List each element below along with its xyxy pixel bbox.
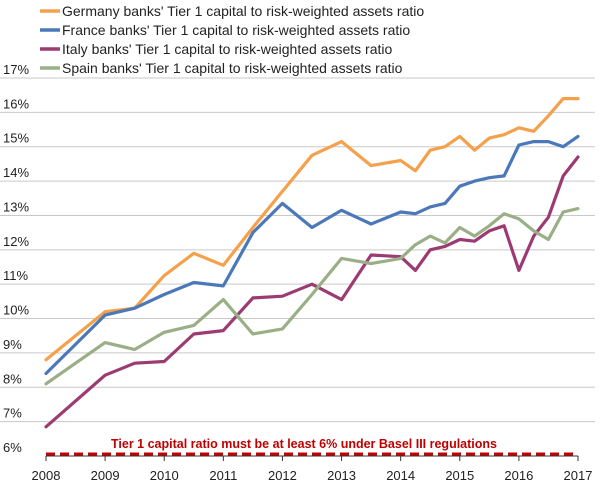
legend-label-2: Italy banks' Tier 1 capital to risk-weig… (62, 41, 392, 57)
y-axis-labels: 6% 7% 8% 9% 10% 11% 12% 13% 14% 15% 16% 17% (3, 62, 29, 455)
threshold-group: Tier 1 capital ratio must be at least 6%… (46, 437, 578, 456)
x-tick-label: 2017 (564, 468, 593, 483)
x-axis: 2008 2009 2010 2011 2012 2013 2014 2015 2016 2017 (32, 455, 593, 483)
y-tick-label: 14% (3, 165, 29, 180)
y-tick-label: 6% (3, 440, 22, 455)
y-tick-label: 12% (3, 234, 29, 249)
x-tick-label: 2012 (268, 468, 297, 483)
threshold-label: Tier 1 capital ratio must be at least 6%… (111, 437, 497, 451)
series-line-3 (44, 207, 580, 386)
x-tick-label: 2008 (32, 468, 61, 483)
x-tick-label: 2013 (327, 468, 356, 483)
y-tick-label: 13% (3, 199, 29, 214)
x-tick-label: 2016 (504, 468, 533, 483)
y-tick-label: 11% (3, 268, 28, 283)
legend-label-3: Spain banks' Tier 1 capital to risk-weig… (62, 60, 403, 76)
x-tick-label: 2011 (209, 468, 237, 483)
gridlines (0, 77, 595, 423)
x-tick-label: 2009 (91, 468, 120, 483)
y-tick-label: 7% (3, 406, 22, 421)
y-tick-label: 9% (3, 337, 22, 352)
legend-label-0: Germany banks' Tier 1 capital to risk-we… (62, 3, 424, 19)
y-tick-label: 17% (3, 62, 29, 77)
series-line-1 (44, 134, 580, 376)
x-tick-label: 2010 (150, 468, 179, 483)
series-lines (44, 97, 580, 429)
legend-label-1: France banks' Tier 1 capital to risk-wei… (62, 22, 410, 38)
x-tick-label: 2015 (445, 468, 474, 483)
x-tick-label: 2014 (386, 468, 415, 483)
y-tick-label: 10% (3, 303, 29, 318)
legend: Germany banks' Tier 1 capital to risk-we… (40, 3, 424, 76)
series-line-0 (44, 97, 580, 362)
y-tick-label: 15% (3, 131, 29, 146)
y-tick-label: 16% (3, 96, 29, 111)
series-line-2 (44, 155, 580, 429)
y-tick-label: 8% (3, 371, 22, 386)
